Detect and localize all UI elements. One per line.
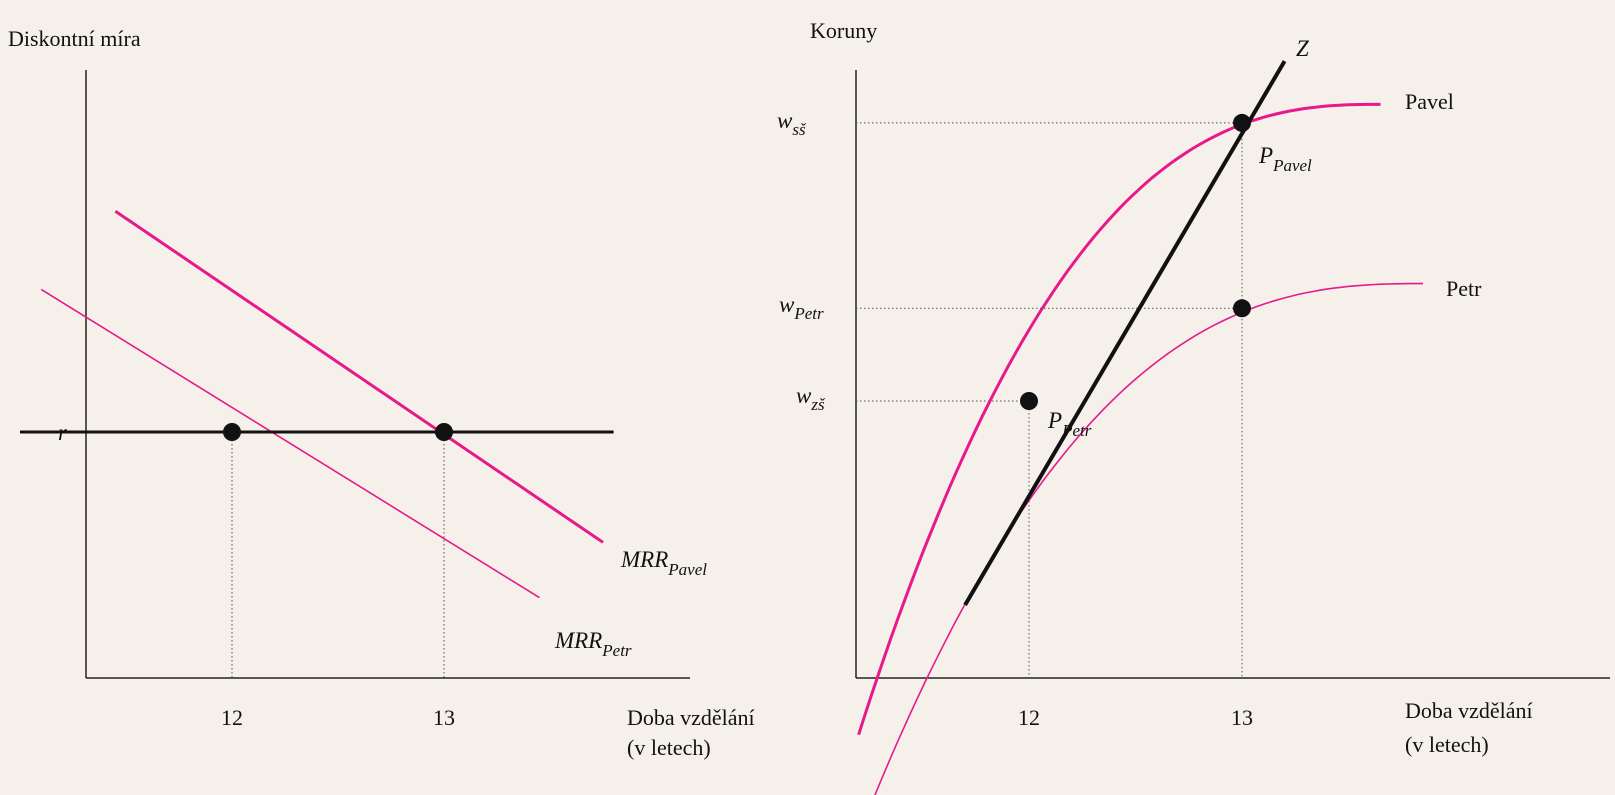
y-tick-wss: wsš [777,108,807,139]
mrr-petr-label: MRRPetr [554,628,632,660]
y-tick-wzs-main: w [796,383,812,408]
p-petr-label: PPetr [1047,408,1092,440]
y-tick-wzs-sub: zš [810,395,826,414]
left-x-tick-12: 12 [221,705,243,730]
p-petr-label-sub: Petr [1061,421,1092,440]
left-chart: Diskontní míra r 12 13 Doba vzdělání (v … [8,26,755,760]
z-line [963,60,1287,606]
p-pavel-label-main: P [1258,143,1273,168]
y-tick-wss-main: w [777,108,793,133]
p-pavel-label: PPavel [1258,143,1312,175]
left-x-tick-13: 13 [433,705,455,730]
y-tick-wss-sub: sš [792,120,807,139]
left-y-axis-title: Diskontní míra [8,26,141,51]
z-line-label: Z [1296,36,1309,61]
y-tick-wpetr-sub: Petr [793,304,824,323]
pavel-curve-label: Pavel [1405,89,1454,114]
p-petr-label-main: P [1047,408,1062,433]
right-x-tick-12: 12 [1018,705,1040,730]
left-x-axis-title: Doba vzdělání [627,705,755,730]
right-x-tick-13: 13 [1231,705,1253,730]
left-x-axis-title-unit: (v letech) [627,735,711,760]
mrr-pavel-label: MRRPavel [620,547,707,579]
mrr-petr-label-main: MRR [554,628,602,653]
mrr-petr-label-sub: Petr [601,641,632,660]
left-point-13 [435,423,453,441]
point-petr-13 [1233,299,1251,318]
p-pavel-label-sub: Pavel [1272,156,1312,175]
pavel-earnings-curve [857,102,1381,736]
point-p-pavel [1233,113,1251,132]
mrr-pavel-line [114,209,604,544]
mrr-pavel-label-main: MRR [620,547,668,572]
right-chart: Koruny wsš wPetr wzš 12 13 Doba vzdělání… [777,18,1610,795]
mrr-petr-line [40,288,540,599]
left-point-12 [223,423,241,441]
right-x-axis-title-unit: (v letech) [1405,732,1489,757]
mrr-pavel-label-sub: Pavel [667,560,707,579]
y-tick-wpetr: wPetr [779,292,824,323]
right-x-axis-title: Doba vzdělání [1405,698,1533,723]
left-y-tick-r: r [58,420,68,445]
right-y-axis-title: Koruny [810,18,877,43]
petr-curve-label: Petr [1446,276,1482,301]
y-tick-wpetr-main: w [779,292,795,317]
petr-earnings-curve [874,282,1423,795]
point-p-petr [1020,392,1038,410]
y-tick-wzs: wzš [796,383,826,414]
